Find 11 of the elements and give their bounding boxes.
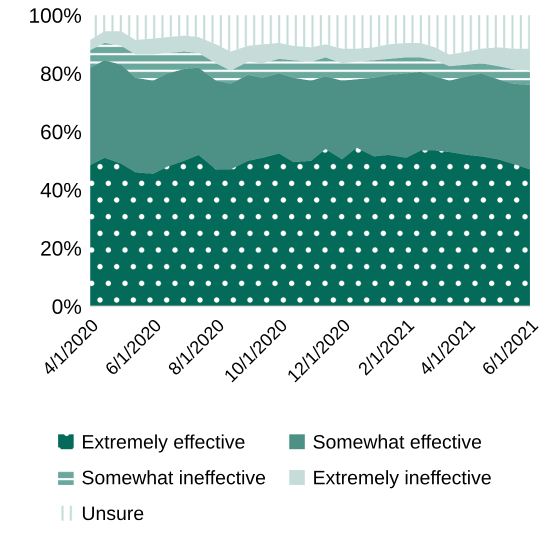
y-tick-label: 80% bbox=[41, 66, 82, 82]
legend-label: Extremely ineffective bbox=[314, 470, 491, 488]
legend-label: Unsure bbox=[82, 506, 144, 520]
y-tick-label: 20% bbox=[41, 241, 82, 256]
y-tick-label: 100% bbox=[30, 8, 82, 23]
legend-label: Extremely effective bbox=[83, 434, 244, 453]
y-tick-label: 0% bbox=[52, 299, 82, 314]
y-tick-label: 60% bbox=[41, 124, 82, 140]
legend-label: Somewhat ineffective bbox=[82, 470, 266, 484]
y-tick-label: 40% bbox=[40, 182, 82, 198]
legend-label: Somewhat effective bbox=[313, 434, 482, 449]
